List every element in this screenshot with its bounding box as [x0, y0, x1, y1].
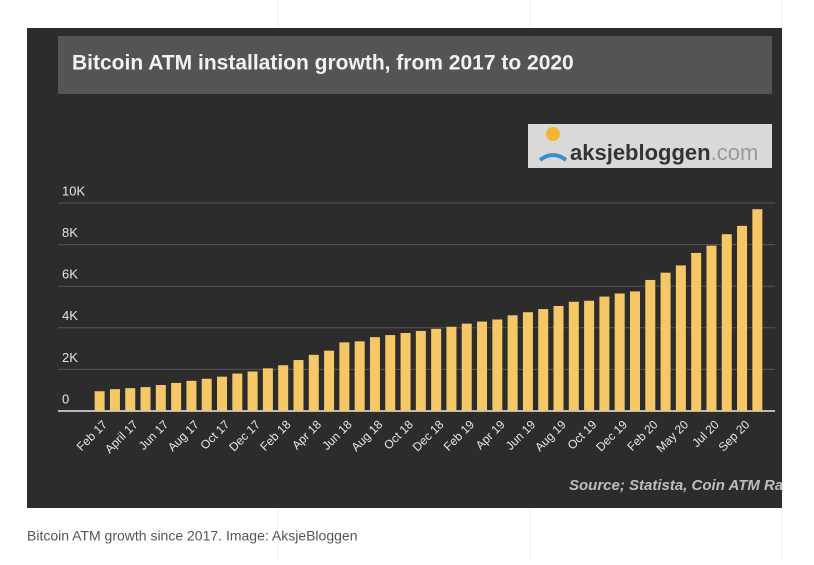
- chart-panel: [27, 28, 782, 508]
- bar: [155, 385, 166, 411]
- logo-text: aksjebloggen.com: [570, 140, 758, 165]
- bar: [507, 315, 518, 411]
- y-tick-label: 10K: [62, 183, 85, 198]
- bar: [737, 225, 748, 411]
- bar: [232, 373, 243, 411]
- logo-icon: [546, 127, 560, 141]
- bar: [614, 293, 625, 411]
- bar: [415, 330, 426, 411]
- bar: [339, 342, 350, 411]
- y-tick-label: 0: [62, 391, 69, 406]
- bar: [492, 319, 503, 411]
- bar: [584, 300, 595, 411]
- bar: [324, 350, 335, 411]
- bar: [354, 341, 365, 411]
- bar: [385, 335, 396, 411]
- bar: [140, 387, 151, 411]
- bar: [752, 209, 763, 411]
- y-tick-label: 6K: [62, 267, 78, 282]
- bar: [660, 272, 671, 411]
- caption: Bitcoin ATM growth since 2017. Image: Ak…: [27, 528, 357, 544]
- bar: [369, 337, 380, 411]
- bar: [599, 296, 610, 411]
- bar: [94, 391, 105, 411]
- bar: [431, 328, 442, 411]
- logo-name: aksjebloggen: [570, 140, 711, 165]
- bar: [247, 371, 258, 411]
- bar: [400, 333, 411, 411]
- bar: [293, 360, 304, 411]
- bar: [308, 354, 319, 411]
- bar: [201, 378, 212, 411]
- bar: [477, 321, 488, 411]
- bar: [217, 376, 228, 411]
- bar: [461, 323, 472, 411]
- bar: [125, 388, 136, 411]
- logo-box: [528, 124, 772, 168]
- title-box: [58, 36, 772, 94]
- bar: [522, 312, 533, 411]
- bar: [645, 279, 656, 411]
- logo-icon: [538, 153, 568, 162]
- bar: [706, 245, 717, 411]
- logo-suffix: .com: [711, 140, 759, 165]
- bar: [691, 252, 702, 411]
- bar: [538, 309, 549, 411]
- y-tick-label: 2K: [62, 350, 78, 365]
- bar: [553, 305, 564, 411]
- bar: [262, 368, 273, 411]
- chart-title: Bitcoin ATM installation growth, from 20…: [72, 52, 574, 75]
- bar: [446, 326, 457, 411]
- bar: [675, 265, 686, 411]
- bar: [109, 389, 120, 411]
- source: Source; Statista, Coin ATM Radar: [569, 477, 808, 494]
- bar: [171, 382, 182, 411]
- bar: [721, 234, 732, 411]
- bar: [629, 291, 640, 411]
- y-tick-label: 8K: [62, 225, 78, 240]
- logo: aksjebloggen.com: [528, 124, 772, 168]
- bar: [278, 365, 289, 411]
- bar: [568, 301, 579, 411]
- bar: [186, 380, 197, 411]
- y-tick-label: 4K: [62, 308, 78, 323]
